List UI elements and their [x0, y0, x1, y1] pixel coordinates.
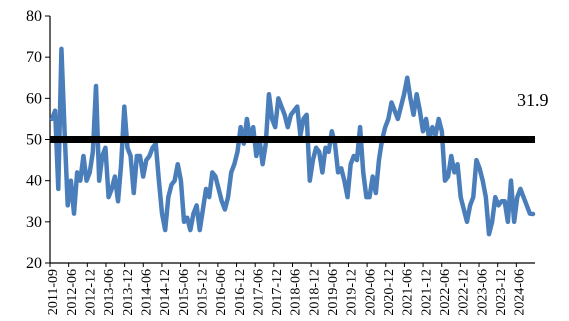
x-tick-label: 2021-06 [401, 269, 416, 316]
latest-value-annotation: 31.9 [517, 90, 549, 110]
x-tick-label: 2016-12 [233, 269, 248, 316]
x-tick-label: 2023-06 [475, 269, 490, 316]
x-tick-label: 2014-06 [139, 269, 154, 316]
x-tick-label: 2018-06 [289, 269, 304, 316]
x-tick-label: 2020-06 [363, 269, 378, 316]
x-tick-label: 2012-06 [65, 269, 80, 316]
x-axis: 2011-09 2012-06 2012-12 2013-06 2013-12 2014-… [46, 262, 535, 316]
x-tick-label: 2022-06 [438, 269, 453, 316]
x-tick-label: 2015-12 [195, 269, 210, 316]
x-tick-label: 2022-12 [457, 269, 472, 316]
x-tick-label: 2019-12 [345, 269, 360, 316]
y-tick-label: 70 [26, 49, 42, 66]
plot-area [49, 46, 536, 237]
y-tick-label: 40 [26, 173, 42, 190]
x-tick-label: 2018-12 [307, 269, 322, 316]
y-tick-label: 50 [26, 132, 42, 149]
x-tick-label: 2021-12 [419, 269, 434, 316]
x-tick-label: 2024-06 [513, 269, 528, 316]
x-tick-label: 2020-12 [382, 269, 397, 316]
x-tick-label: 2012-12 [84, 269, 99, 316]
x-tick-label: 2017-12 [270, 269, 285, 316]
x-tick-label: 2011-09 [46, 269, 61, 315]
y-axis: 20 30 40 50 60 70 80 [26, 8, 51, 272]
x-tick-label: 2013-12 [121, 269, 136, 316]
x-tick-label: 2017-06 [251, 269, 266, 316]
y-tick-label: 20 [26, 255, 42, 272]
x-tick-label: 2019-06 [326, 269, 341, 316]
y-tick-label: 80 [26, 8, 42, 25]
y-tick-label: 30 [26, 214, 42, 231]
x-tick-label: 2023-12 [494, 269, 509, 316]
series-line [49, 46, 536, 237]
x-tick-label: 2014-12 [158, 269, 173, 316]
x-tick-label: 2016-06 [214, 269, 229, 316]
y-tick-label: 60 [26, 90, 42, 107]
x-tick-label: 2013-06 [102, 269, 117, 316]
x-tick-label: 2015-06 [177, 269, 192, 316]
